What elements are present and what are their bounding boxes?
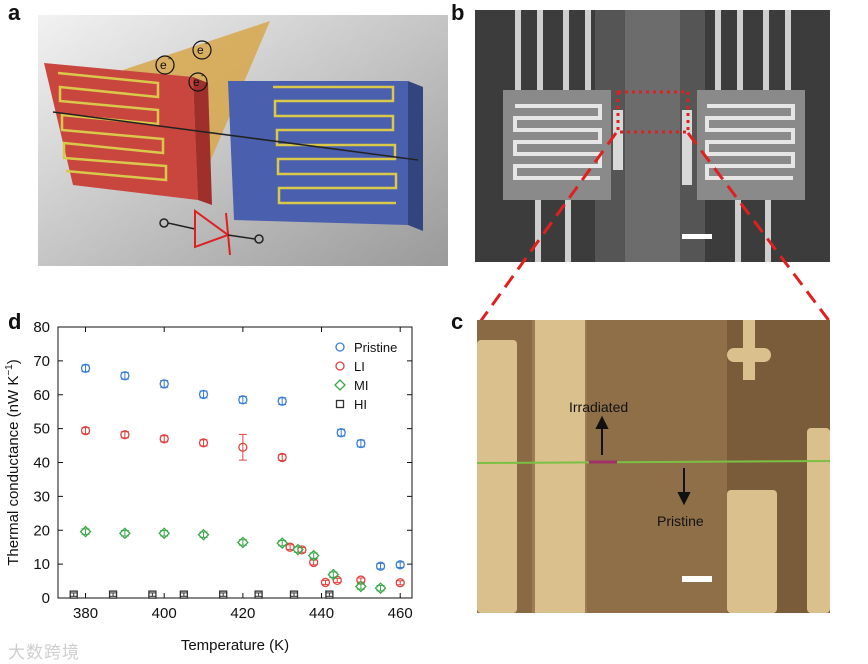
y-tick-label: 0 [42, 590, 50, 607]
data-point-pristine [120, 371, 130, 381]
legend-label-hi: HI [354, 397, 367, 412]
y-tick-label: 40 [33, 455, 50, 472]
device-schematic: e e e - - - [38, 15, 448, 266]
electrode-right-lower [727, 490, 777, 613]
data-point-hi [254, 590, 263, 599]
electron-label-2: e [197, 43, 204, 57]
data-point-li [238, 442, 248, 452]
y-tick-label: 20 [33, 522, 50, 539]
electron-icons [155, 40, 212, 92]
pristine-label: Pristine [657, 513, 704, 529]
x-tick-label: 380 [73, 605, 98, 622]
data-point-li [198, 438, 209, 448]
svg-text:-: - [201, 71, 204, 80]
x-tick-label: 420 [230, 605, 255, 622]
y-tick-label: 50 [33, 421, 50, 438]
data-point-pristine [277, 396, 287, 406]
sem-overview-image [475, 10, 830, 262]
legend-marker-pristine [335, 342, 345, 352]
legend-label-mi: MI [354, 378, 368, 393]
data-point-li [120, 430, 130, 440]
data-point-pristine [198, 389, 209, 400]
data-point-hi [108, 590, 118, 599]
irradiated-label: Irradiated [569, 399, 628, 415]
data-point-li [277, 452, 287, 463]
panel-label-a: a [8, 0, 21, 25]
panel-label-c: c [451, 309, 464, 334]
svg-text:-: - [168, 54, 171, 63]
nanowire-line [477, 460, 830, 464]
data-point-li [159, 434, 169, 444]
data-point-hi [289, 590, 299, 599]
data-point-pristine [80, 363, 91, 373]
thermal-conductance-chart: 380 400 420 440 460 0 10 20 30 40 50 60 70 80 Temperat… [0, 305, 430, 664]
x-tick-label: 460 [388, 605, 413, 622]
data-point-hi [325, 590, 334, 599]
data-point-mi [374, 582, 387, 595]
blue-sensor-pad [228, 81, 423, 231]
x-tick-label: 400 [152, 605, 177, 622]
legend-label-pristine: Pristine [354, 340, 397, 355]
diode-icon [159, 209, 264, 256]
zoom-region-box [616, 90, 690, 134]
data-point-mi [307, 549, 320, 562]
data-point-mi [236, 536, 249, 549]
data-point-mi [276, 537, 289, 550]
data-point-mi [79, 525, 92, 538]
data-point-mi [197, 528, 210, 541]
data-point-mi [327, 568, 340, 581]
y-tick-label: 10 [33, 556, 50, 573]
data-point-hi [219, 590, 228, 599]
data-point-pristine [356, 438, 366, 449]
red-heater-pad [44, 63, 212, 205]
data-point-li [395, 578, 405, 588]
data-point-mi [292, 543, 304, 556]
y-tick-label: 70 [33, 353, 50, 370]
y-tick-label: 80 [33, 319, 50, 336]
data-point-pristine [238, 395, 248, 405]
data-point-hi [179, 590, 189, 599]
data-point-pristine [159, 379, 169, 389]
x-tick-label: 440 [309, 605, 334, 622]
data-point-mi [118, 527, 131, 540]
y-tick-label: 60 [33, 387, 50, 404]
sem-zoom-image: Irradiated Pristine [477, 320, 830, 613]
electron-label-3: e [193, 75, 200, 89]
scale-bar [682, 576, 712, 582]
watermark: 大数跨境 [8, 643, 80, 663]
y-tick-label: 30 [33, 488, 50, 505]
electrode-left [477, 340, 517, 613]
legend-label-li: LI [354, 359, 365, 374]
data-point-pristine [395, 560, 405, 570]
legend-marker-li [335, 361, 345, 371]
data-point-mi [354, 580, 367, 593]
legend-marker-mi [334, 379, 346, 391]
electron-label-1: e [160, 58, 167, 72]
panel-label-d: d [8, 309, 22, 334]
nanowire [52, 111, 419, 161]
x-axis-label: Temperature (K) [181, 637, 289, 654]
svg-text:-: - [205, 39, 208, 48]
electrode-center [535, 320, 585, 613]
y-axis-label: Thermal conductance (nW K−1) [4, 359, 22, 565]
data-point-pristine [336, 428, 346, 438]
legend-marker-hi [335, 399, 345, 409]
data-point-li [320, 577, 331, 588]
data-point-hi [148, 590, 157, 599]
data-point-li [80, 426, 91, 436]
data-point-hi [69, 590, 78, 599]
scale-bar [682, 234, 712, 239]
panel-label-b: b [451, 0, 465, 25]
data-point-pristine [375, 561, 386, 571]
data-point-mi [158, 527, 171, 540]
